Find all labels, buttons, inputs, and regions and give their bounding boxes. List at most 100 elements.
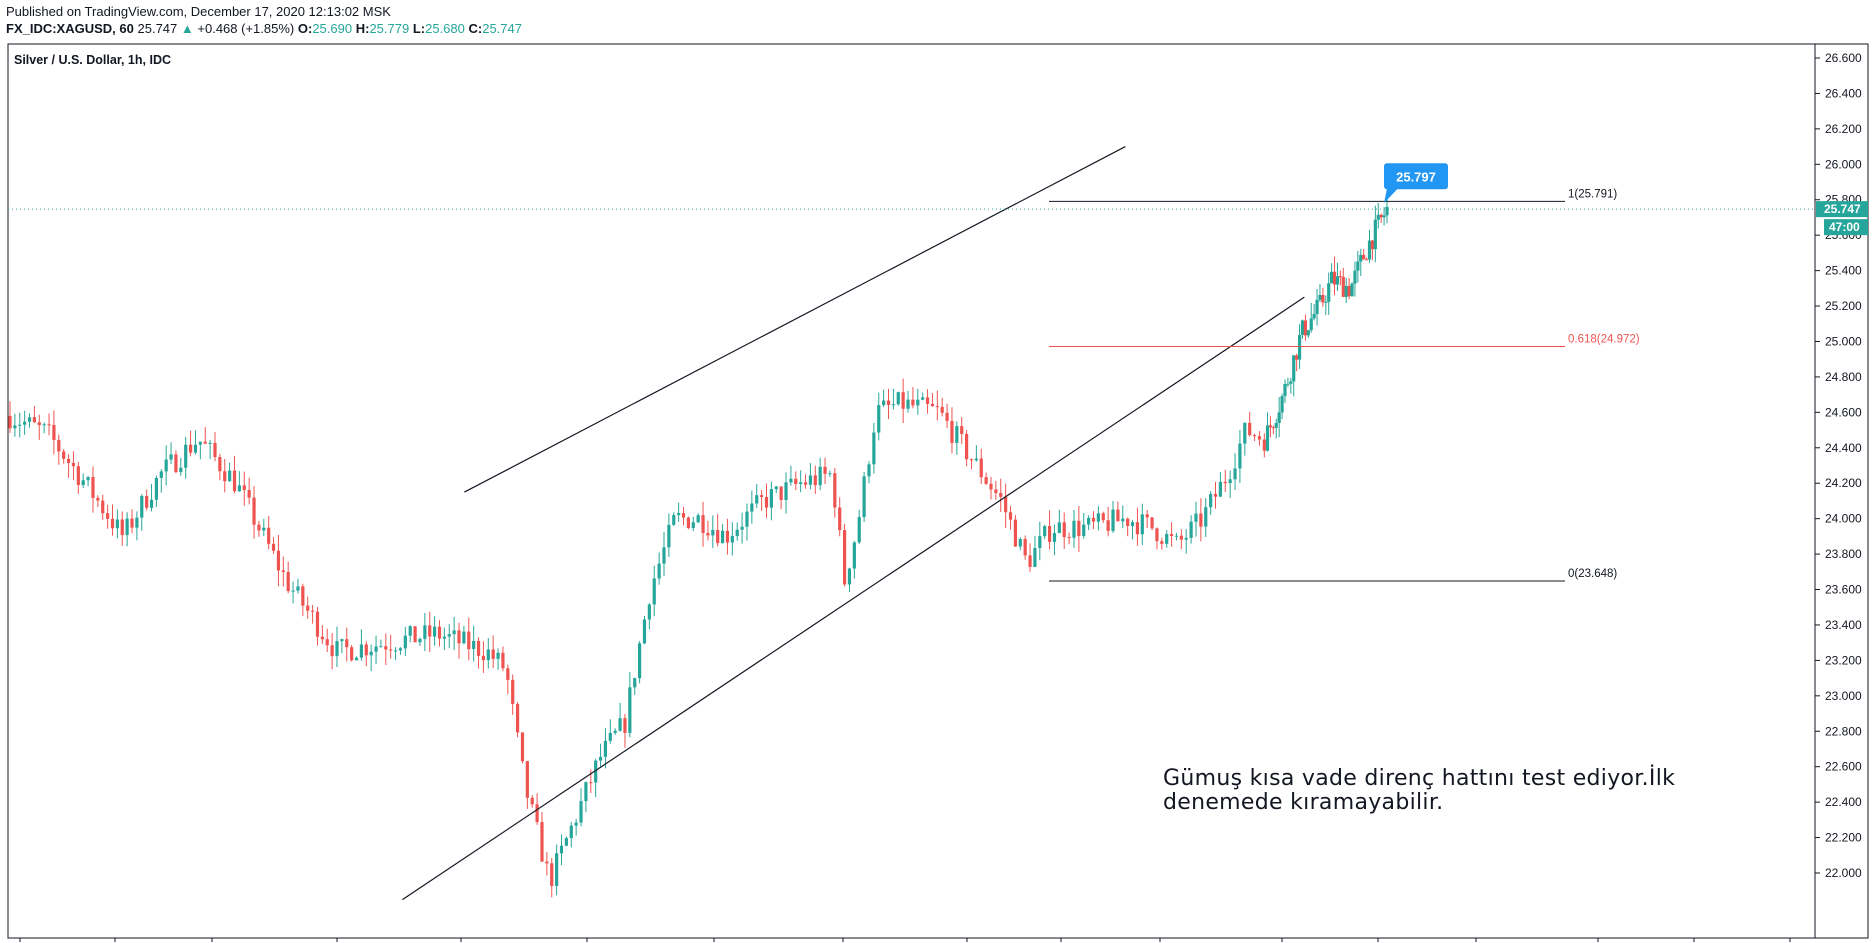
y-tick-label: 24.000 <box>1825 512 1862 526</box>
candle <box>623 713 627 748</box>
candle <box>774 485 778 493</box>
candle-body <box>325 639 329 646</box>
candle <box>847 567 852 593</box>
candle <box>1257 431 1262 446</box>
candle-body <box>886 400 891 405</box>
candle <box>1043 524 1047 540</box>
candle <box>1213 481 1218 509</box>
candle-body <box>769 489 773 508</box>
candle-body <box>62 451 66 459</box>
candle <box>281 556 285 587</box>
candle-body <box>579 801 583 823</box>
candle <box>208 439 212 460</box>
candle-body <box>433 626 437 637</box>
candle <box>1330 263 1334 284</box>
o-value: 25.690 <box>312 21 353 36</box>
candle-body <box>1130 522 1135 527</box>
candle-body <box>764 496 769 508</box>
candle-body <box>974 458 978 461</box>
candle-body <box>1067 537 1071 539</box>
candle <box>228 462 232 482</box>
candle-body <box>872 432 876 465</box>
candle-body <box>315 611 320 637</box>
candle <box>457 622 461 659</box>
candle-body <box>13 425 17 429</box>
candle-body <box>1312 314 1316 319</box>
candle <box>706 520 710 541</box>
candle <box>520 732 525 764</box>
candle-body <box>1332 271 1337 285</box>
candle <box>1116 501 1120 522</box>
candle-body <box>701 515 705 533</box>
candle <box>950 407 954 454</box>
candle <box>662 531 666 576</box>
candle <box>1303 314 1307 341</box>
candle <box>27 413 32 428</box>
candle <box>1028 543 1032 572</box>
candle <box>691 516 695 532</box>
candle-body <box>149 499 154 508</box>
candle <box>301 583 305 617</box>
candle-body <box>1140 514 1144 535</box>
candle <box>1077 505 1081 552</box>
candle <box>886 388 891 420</box>
candle <box>184 436 188 479</box>
candle <box>1300 319 1305 339</box>
candle-body <box>428 625 432 637</box>
candle <box>1067 532 1071 545</box>
candle-body <box>267 527 271 544</box>
candle-body <box>47 424 51 426</box>
candle <box>515 702 520 738</box>
candle-body <box>940 406 944 413</box>
candle <box>637 641 642 684</box>
candle <box>437 620 442 647</box>
candle <box>32 406 37 424</box>
candle-body <box>955 426 959 443</box>
candle-body <box>496 652 500 659</box>
candle-body <box>603 740 608 757</box>
candle <box>608 719 612 744</box>
candle <box>47 413 51 436</box>
published-line: Published on TradingView.com, December 1… <box>6 4 391 19</box>
candle-body <box>642 619 647 644</box>
candle <box>1280 393 1284 420</box>
candle <box>852 540 856 579</box>
countdown-label: 47:00 <box>1829 220 1860 234</box>
candle-body <box>398 648 403 651</box>
candle-body <box>730 536 734 543</box>
candle <box>994 480 998 500</box>
last-price-badge <box>1816 201 1868 218</box>
candle <box>306 596 310 619</box>
candle-body <box>681 513 686 518</box>
candle-body <box>594 760 598 783</box>
candle-body <box>716 529 720 544</box>
candle-body <box>1248 422 1252 436</box>
candle <box>1101 511 1105 523</box>
candle <box>525 760 529 809</box>
candle <box>789 465 793 486</box>
candle-body <box>1004 496 1008 513</box>
trendline <box>402 296 1305 901</box>
candle-body <box>691 522 695 529</box>
y-tick-label: 24.400 <box>1825 441 1862 455</box>
candle <box>799 470 803 493</box>
candle-body <box>1385 206 1389 216</box>
last-value: 25.747 <box>137 21 178 36</box>
candle <box>188 430 193 457</box>
candle <box>1238 429 1242 483</box>
candle-body <box>1057 522 1061 534</box>
candle-body <box>823 466 827 474</box>
candle-body <box>1364 259 1369 261</box>
candle <box>213 432 217 462</box>
candle <box>803 474 808 489</box>
candle-body <box>418 638 422 643</box>
candle-body <box>120 519 124 535</box>
candle-body <box>1252 435 1257 437</box>
candle-body <box>633 678 637 688</box>
candle <box>486 638 490 669</box>
candle <box>979 448 983 484</box>
candle-body <box>1303 320 1307 336</box>
candle <box>23 410 27 435</box>
candle-body <box>511 679 515 704</box>
